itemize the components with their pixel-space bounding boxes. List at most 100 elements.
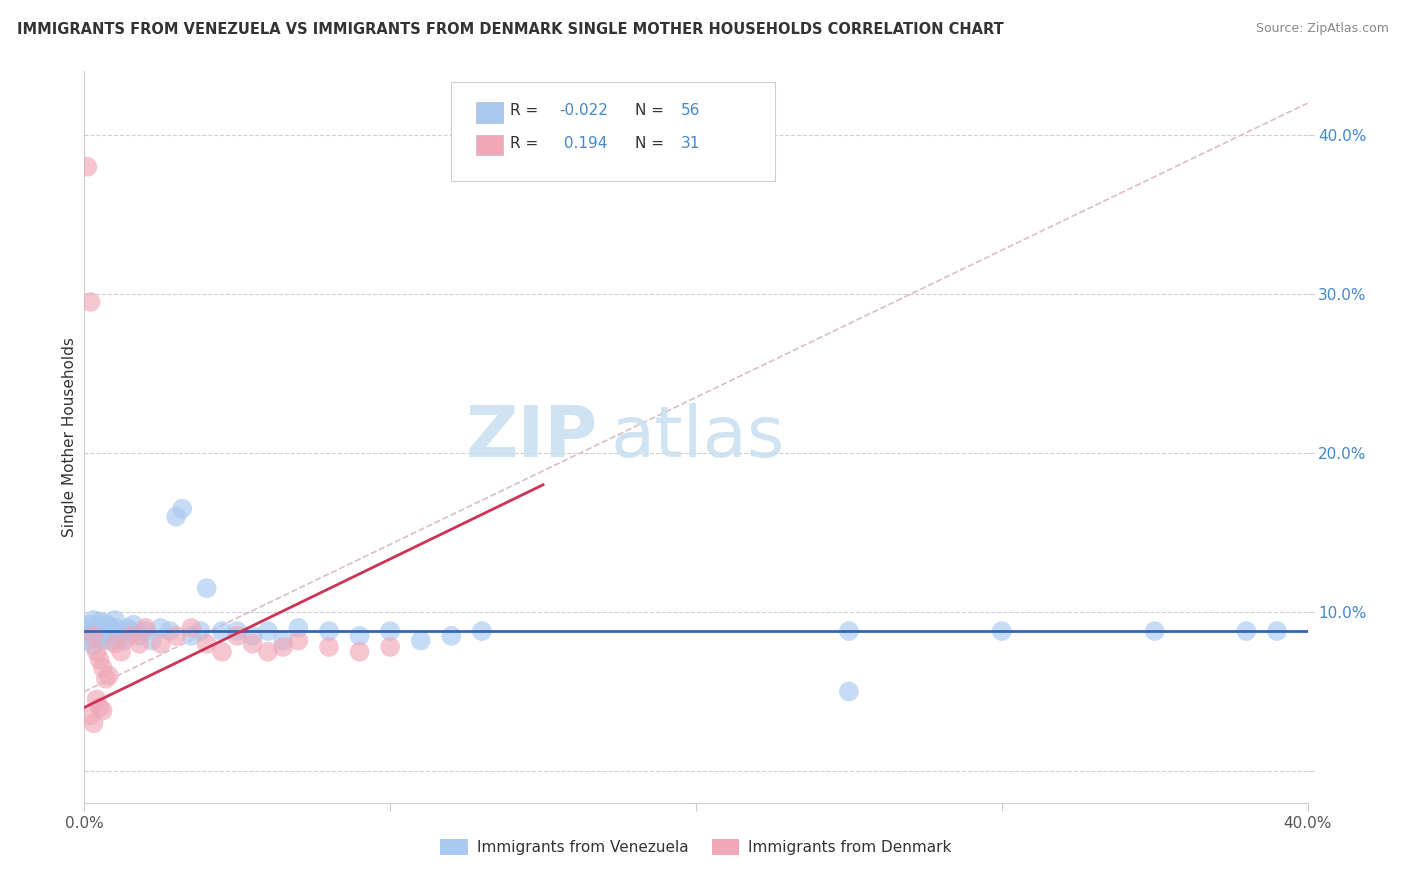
Point <box>79 624 101 638</box>
Point <box>89 615 111 629</box>
Text: 56: 56 <box>682 103 700 118</box>
Point <box>195 637 218 651</box>
Point <box>107 629 129 643</box>
Point <box>257 624 280 638</box>
Point <box>141 633 163 648</box>
Y-axis label: Single Mother Households: Single Mother Households <box>62 337 77 537</box>
Point <box>86 645 108 659</box>
Text: atlas: atlas <box>610 402 785 472</box>
Point <box>89 700 111 714</box>
Text: R =: R = <box>510 136 538 151</box>
Point <box>838 684 860 698</box>
Point <box>79 294 101 309</box>
Point <box>89 624 111 638</box>
FancyBboxPatch shape <box>475 102 503 122</box>
Point <box>83 716 105 731</box>
Point <box>86 632 108 646</box>
Point <box>226 629 249 643</box>
Point <box>1265 624 1288 638</box>
Point <box>318 640 340 654</box>
Point <box>135 621 157 635</box>
Point <box>91 623 114 637</box>
Point <box>271 640 294 654</box>
Point <box>318 624 340 638</box>
Point <box>149 621 172 635</box>
Point <box>159 624 181 638</box>
Point <box>104 637 127 651</box>
Point <box>94 672 117 686</box>
Point <box>83 639 105 653</box>
Point <box>76 160 98 174</box>
Text: ZIP: ZIP <box>465 402 598 472</box>
Point <box>89 627 111 641</box>
Point <box>165 629 187 643</box>
Point <box>128 637 150 651</box>
Point <box>101 627 124 641</box>
Point <box>190 624 212 638</box>
Point <box>180 621 202 635</box>
Point <box>380 624 402 638</box>
Point <box>287 621 309 635</box>
Point <box>101 633 124 648</box>
Point <box>94 616 117 631</box>
Point <box>991 624 1014 638</box>
Point <box>349 645 371 659</box>
Point <box>83 629 105 643</box>
Point <box>83 613 105 627</box>
Point <box>409 633 432 648</box>
Text: Source: ZipAtlas.com: Source: ZipAtlas.com <box>1256 22 1389 36</box>
Point <box>89 653 111 667</box>
Point <box>76 633 98 648</box>
Point <box>120 624 142 638</box>
Point <box>86 692 108 706</box>
Point <box>211 624 233 638</box>
Text: N =: N = <box>636 103 664 118</box>
Point <box>149 637 172 651</box>
Point <box>86 619 108 633</box>
Point <box>76 621 98 635</box>
Point <box>349 629 371 643</box>
Point <box>97 619 120 633</box>
Point <box>211 645 233 659</box>
Point <box>165 509 187 524</box>
Point <box>79 629 101 643</box>
Text: IMMIGRANTS FROM VENEZUELA VS IMMIGRANTS FROM DENMARK SINGLE MOTHER HOUSEHOLDS CO: IMMIGRANTS FROM VENEZUELA VS IMMIGRANTS … <box>17 22 1004 37</box>
Point <box>172 501 194 516</box>
Point <box>120 629 142 643</box>
Text: -0.022: -0.022 <box>560 103 607 118</box>
Point <box>838 624 860 638</box>
Text: 0.194: 0.194 <box>560 136 607 151</box>
Point <box>1143 624 1166 638</box>
FancyBboxPatch shape <box>475 135 503 155</box>
Point <box>94 629 117 643</box>
Point <box>242 629 264 643</box>
FancyBboxPatch shape <box>451 82 776 181</box>
Point <box>180 629 202 643</box>
Point <box>97 668 120 682</box>
Point <box>91 704 114 718</box>
Point <box>287 633 309 648</box>
Point <box>104 613 127 627</box>
Point <box>471 624 494 638</box>
Point <box>79 617 101 632</box>
Point <box>91 660 114 674</box>
Point <box>79 708 101 723</box>
Text: N =: N = <box>636 136 664 151</box>
Point <box>135 624 157 638</box>
Point <box>226 624 249 638</box>
Point <box>128 629 150 643</box>
Point <box>271 633 294 648</box>
Text: 31: 31 <box>682 136 700 151</box>
Point <box>110 645 132 659</box>
Point <box>242 637 264 651</box>
Point <box>122 617 145 632</box>
Point <box>257 645 280 659</box>
Point <box>110 624 132 638</box>
Point <box>91 633 114 648</box>
Legend: Immigrants from Venezuela, Immigrants from Denmark: Immigrants from Venezuela, Immigrants fr… <box>434 833 957 861</box>
Point <box>380 640 402 654</box>
Point <box>112 633 135 648</box>
Text: R =: R = <box>510 103 538 118</box>
Point <box>115 621 138 635</box>
Point <box>195 581 218 595</box>
